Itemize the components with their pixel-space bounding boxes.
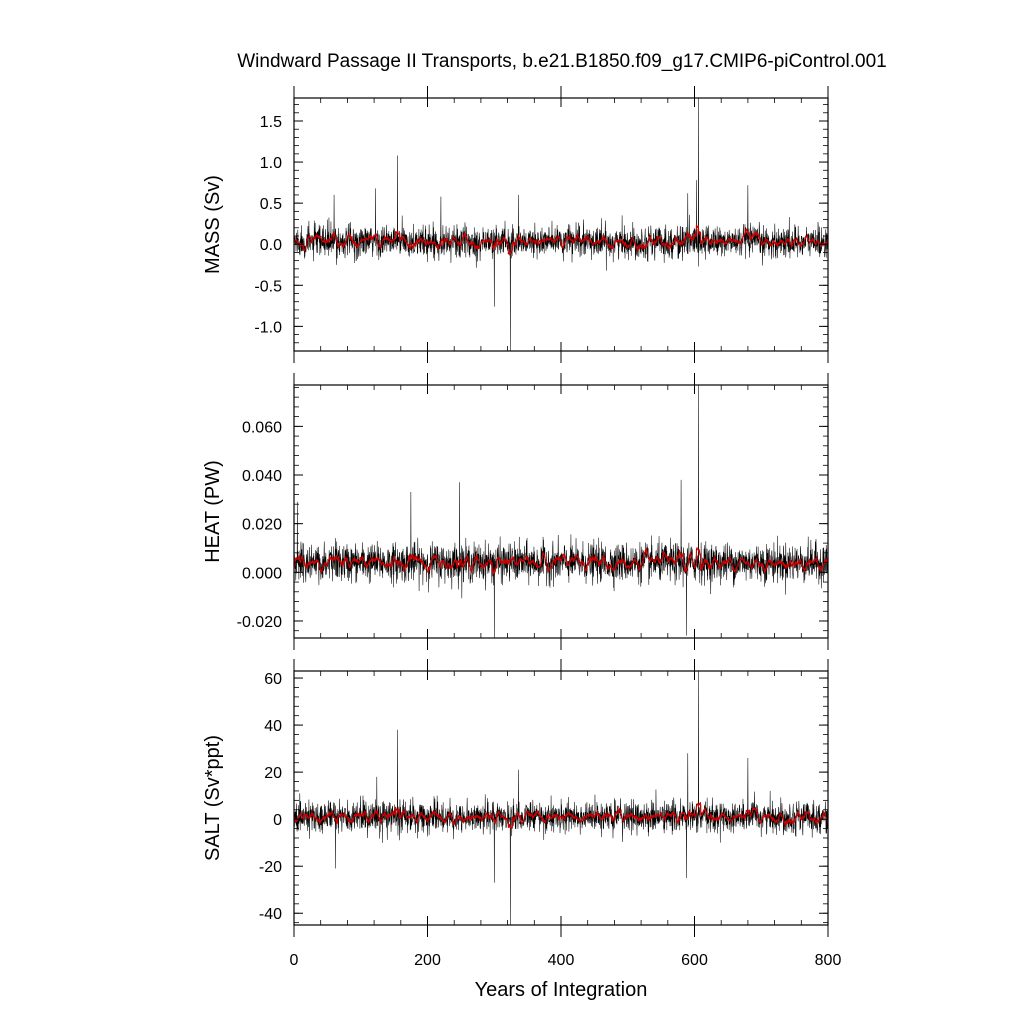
panel-mass: -1.0 -0.5 0.0 0.5 1.0 1.5 MASS (Sv) [202,86,829,363]
xtick-label: 600 [681,952,708,969]
ytick-label: 0.040 [242,468,282,485]
chart-title: Windward Passage II Transports, b.e21.B1… [237,51,887,72]
xtick-label: 200 [414,952,441,969]
ytick-label: 1.0 [260,155,282,172]
panel-salt: -40 -20 0 20 40 60 SALT (Sv*ppt) [202,659,829,937]
ytick-label: -0.020 [237,614,282,631]
ytick-label: 0.0 [260,237,282,254]
series-smoothed-heat [294,546,828,575]
ytick-label: 1.5 [260,114,282,131]
xtick-label: 800 [815,952,842,969]
ytick-label: 20 [264,765,282,782]
ytick-label: -20 [259,859,282,876]
series-smoothed-mass [294,224,828,256]
y-axis-label-salt: SALT (Sv*ppt) [202,735,224,861]
series-monthly-mass [294,98,828,351]
ytick-label: 0 [273,812,282,829]
ytick-label: 60 [264,671,282,688]
series-smoothed-salt [294,802,828,830]
ytick-label: -0.5 [254,278,282,295]
ytick-label: 0.5 [260,196,282,213]
ytick-label: -1.0 [254,319,282,336]
ytick-label: 0.060 [242,419,282,436]
xtick-label: 0 [290,952,299,969]
ytick-label: 0.000 [242,565,282,582]
ytick-label: -40 [259,906,282,923]
x-axis-label: Years of Integration [475,979,648,1001]
y-axis-label-mass: MASS (Sv) [202,175,224,274]
panel-frame-heat [293,384,829,639]
y-axis-label-heat: HEAT (PW) [202,460,224,563]
xtick-label: 400 [548,952,575,969]
series-monthly-salt [294,671,828,925]
series-monthly-heat [294,385,828,638]
ytick-label: 0.020 [242,517,282,534]
panel-heat: -0.020 0.000 0.020 0.040 0.060 HEAT (PW) [202,373,829,650]
ytick-label: 40 [264,718,282,735]
